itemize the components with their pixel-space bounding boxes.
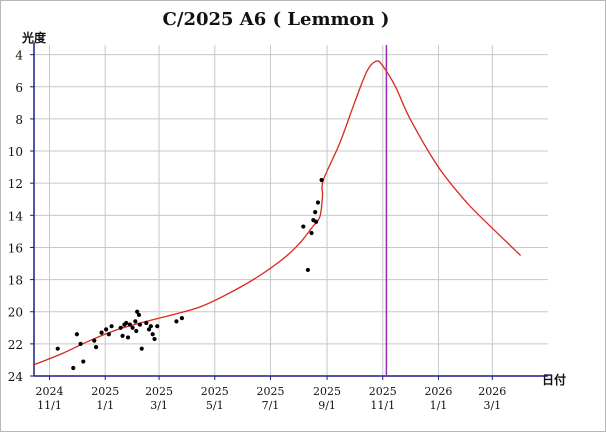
y-tick-label: 16 [8,241,23,255]
observation-point [305,267,310,273]
axes [33,43,548,377]
observation-point [55,346,60,351]
observation-point [148,324,153,329]
observation-point [309,230,314,236]
observation-point [109,324,114,329]
observation-point [118,325,123,330]
observation-point [92,338,97,343]
observation-point [315,200,321,205]
x-tick-year: 2025 [91,385,119,398]
observation-point [93,344,99,350]
x-axis-ticks: 202411/120251/120253/120255/120257/12025… [36,376,506,412]
observation-point [74,332,80,337]
observation-point [135,309,140,314]
x-tick-date: 1/1 [96,399,114,412]
x-tick-year: 2026 [478,385,506,398]
observation-point [127,322,132,327]
observation-point [139,346,144,351]
predicted-light-curve [33,60,522,366]
observation-point [155,324,160,329]
x-tick-year: 2024 [36,385,64,398]
observation-point [130,325,135,330]
observation-point [106,332,111,337]
observation-point [150,332,155,337]
y-axis-label: 光度 [21,30,47,45]
x-tick-year: 2025 [369,385,397,398]
observation-point [99,330,104,335]
observation-point [319,177,324,183]
observation-point [125,335,131,340]
y-tick-label: 6 [15,81,23,95]
y-axis-ticks: 4 6 8 10 12 14 16 18 20 22 24 [8,49,34,384]
observation-point [71,365,76,371]
x-axis-label: 日付 [542,372,566,387]
observation-point [78,341,83,346]
y-tick-label: 10 [8,145,23,159]
observation-point [301,224,306,229]
y-tick-label: 8 [15,113,23,127]
x-tick-year: 2025 [256,385,284,398]
x-tick-date: 5/1 [206,399,224,412]
chart-title: C/2025 A6 ( Lemmon ) [163,9,390,30]
y-tick-label: 20 [8,306,23,320]
x-tick-date: 9/1 [318,399,336,412]
y-tick-label: 18 [8,274,23,288]
observation-point [104,327,109,332]
observation-point [134,328,139,334]
observation-point [314,219,319,224]
x-tick-date: 3/1 [150,399,168,412]
observation-point [174,319,179,324]
observation-point [133,319,138,324]
x-tick-year: 2025 [145,385,173,398]
observation-point [179,316,185,321]
y-tick-label: 12 [8,177,23,191]
observation-point [144,320,149,326]
x-tick-date: 7/1 [262,399,280,412]
observation-point [136,312,142,318]
x-tick-year: 2025 [201,385,229,398]
x-tick-date: 1/1 [430,399,448,412]
observation-point [313,210,318,215]
observation-point [152,336,157,342]
x-tick-date: 11/1 [37,399,62,412]
observation-point [146,327,152,332]
y-tick-label: 14 [8,209,24,223]
x-tick-date: 11/1 [370,399,395,412]
y-tick-label: 22 [8,338,23,352]
observation-point [124,320,129,326]
y-tick-label: 24 [8,370,24,384]
observation-point [137,322,143,327]
x-tick-date: 3/1 [483,399,501,412]
series-layer [33,45,522,376]
observation-point [120,333,125,338]
observation-point [81,359,86,364]
x-tick-year: 2025 [313,385,341,398]
y-tick-label: 4 [15,49,23,63]
x-tick-year: 2026 [424,385,452,398]
